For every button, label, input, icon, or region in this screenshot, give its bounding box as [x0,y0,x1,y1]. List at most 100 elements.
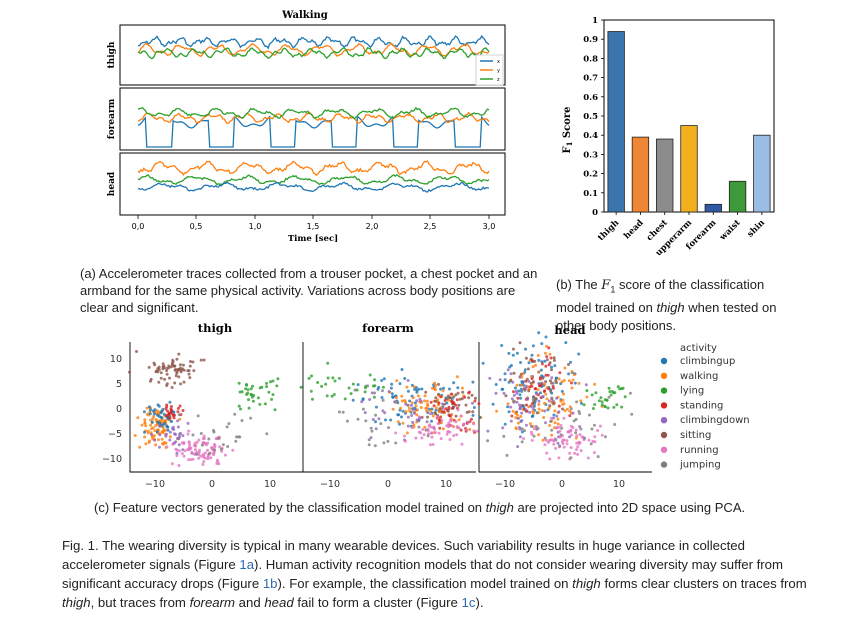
point-climbingup [376,387,380,391]
point-lying [299,385,303,389]
point-climbingdown [410,414,414,417]
caption-b-text: score of the classification model traine… [556,277,765,315]
point-lying [599,396,603,400]
point-running [530,438,534,442]
point-walking [544,392,548,396]
point-sitting [178,363,182,367]
point-standing [459,428,463,432]
point-climbingdown [501,426,505,430]
point-running [558,429,562,433]
point-jumping [240,419,244,422]
point-lying [613,391,617,395]
point-sitting [446,394,450,398]
point-standing [443,399,447,402]
point-running [559,424,563,427]
point-running [574,428,578,432]
point-jumping [237,435,240,439]
point-running [189,446,193,450]
point-walking [136,416,140,420]
point-climbingup [408,399,412,403]
bar-chest [656,138,674,213]
legend-dot-climbingup [660,357,668,365]
point-running [430,435,434,439]
point-climbingdown [383,411,387,415]
point-running [433,427,436,431]
point-climbingdown [387,390,391,394]
point-jumping [394,441,398,445]
point-running [215,462,219,465]
point-climbingdown [557,410,561,414]
point-walking [395,379,399,383]
point-standing [467,391,471,395]
point-walking [556,417,560,421]
point-climbingdown [535,392,539,396]
point-standing [169,405,173,408]
point-jumping [387,426,390,430]
point-standing [531,359,535,363]
point-climbingup [380,396,384,399]
point-sitting [552,358,556,362]
point-lying [258,386,262,390]
point-climbingdown [534,425,538,428]
point-running [593,435,597,439]
legend-dot-walking [660,372,668,379]
point-walking [531,365,535,369]
point-climbingup [152,412,156,416]
point-jumping [341,410,345,414]
point-running [532,427,536,431]
point-jumping [265,432,269,436]
caption-text: Fig. 1. The wearing diversity is typical… [62,538,745,572]
point-standing [442,410,446,414]
ytick: 10 [110,354,122,365]
point-walking [543,382,547,386]
point-walking [416,394,420,398]
point-climbingdown [543,409,547,413]
point-lying [597,399,601,403]
thigh-subplot [119,24,506,86]
point-jumping [569,456,573,460]
point-walking [415,408,419,412]
point-running [223,453,227,457]
point-walking [567,379,571,383]
point-sitting [170,361,174,365]
point-lying [269,380,272,384]
point-walking [514,426,518,430]
point-climbingup [478,415,482,419]
point-walking [441,389,445,393]
point-lying [582,403,586,407]
point-sitting [173,381,177,385]
point-climbingup [430,419,433,423]
ytick-label: 0.5 [583,112,598,122]
point-walking [441,427,445,431]
figure-ref-link[interactable]: 1b [262,576,278,591]
point-climbingdown [529,404,533,408]
legend-dot-lying [660,387,668,394]
subplot-title-head: head [554,323,585,337]
point-jumping [338,410,341,414]
point-standing [510,414,514,418]
point-walking [577,381,581,385]
point-jumping [226,445,230,448]
figure-ref-link[interactable]: 1a [239,557,255,572]
caption-b-em: thigh [656,299,685,315]
legend-label-walking: walking [680,371,718,382]
point-jumping [583,436,587,440]
point-jumping [380,389,384,393]
point-standing [451,406,455,410]
point-jumping [382,441,386,445]
legend-dot-running [660,446,668,453]
point-sitting [165,384,169,387]
point-standing [534,387,538,391]
point-sitting [135,350,138,353]
point-climbingup [554,376,558,380]
point-climbingup [157,404,161,408]
ytick-label: 1 [592,16,598,26]
point-sitting [159,371,163,375]
point-jumping [512,399,516,403]
point-sitting [171,358,175,362]
figure-ref-link[interactable]: 1c [461,595,476,610]
point-climbingup [530,415,534,418]
point-jumping [207,437,211,441]
point-running [565,442,569,446]
point-climbingdown [514,389,518,393]
